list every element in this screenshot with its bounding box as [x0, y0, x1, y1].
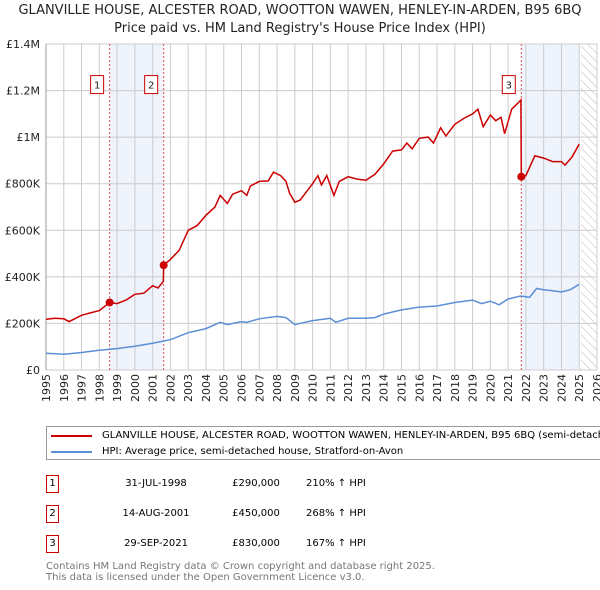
y-tick-label: £1M: [17, 131, 41, 144]
x-tick-label: 2012: [342, 374, 355, 402]
footer-copyright: Contains HM Land Registry data © Crown c…: [46, 561, 435, 572]
x-tick-label: 2013: [360, 374, 373, 402]
y-tick-label: £0: [26, 364, 40, 377]
sale-badge: 3: [46, 535, 59, 553]
legend: GLANVILLE HOUSE, ALCESTER ROAD, WOOTTON …: [46, 426, 600, 460]
sale-price: £830,000: [232, 538, 280, 549]
y-tick-label: £1.2M: [6, 85, 40, 98]
y-tick-label: £400K: [5, 271, 41, 284]
sale-price: £290,000: [232, 478, 280, 489]
sale-label: 3: [506, 81, 512, 92]
legend-swatch-red: [51, 434, 92, 437]
x-tick-label: 2009: [289, 374, 302, 402]
sale-label-box: [501, 75, 516, 95]
shaded-region: [109, 44, 164, 370]
x-tick-label: 2008: [271, 374, 284, 402]
footer-licence: This data is licensed under the Open Gov…: [46, 572, 365, 583]
sale-label: 1: [94, 81, 100, 92]
sale-hpi: 268% ↑ HPI: [306, 508, 366, 519]
sale-date: 31-JUL-1998: [125, 478, 187, 489]
sale-badge: 2: [46, 505, 59, 523]
x-tick-label: 2023: [538, 374, 551, 402]
x-tick-label: 1995: [40, 374, 53, 402]
legend-label: GLANVILLE HOUSE, ALCESTER ROAD, WOOTTON …: [102, 430, 600, 441]
sale-date: 29-SEP-2021: [124, 538, 188, 549]
x-tick-label: 2022: [520, 374, 533, 402]
x-tick-label: 2018: [449, 374, 462, 402]
y-tick-label: £1.4M: [6, 38, 40, 51]
x-tick-label: 2010: [307, 374, 320, 402]
x-tick-label: 2017: [431, 374, 444, 402]
sale-label-box: [90, 75, 105, 95]
sale-label-box: [144, 75, 159, 95]
x-tick-label: 2015: [395, 374, 408, 402]
x-tick-label: 2000: [129, 374, 142, 402]
price-paid-line: [45, 97, 580, 323]
x-tick-label: 2001: [147, 374, 160, 402]
legend-item-property: GLANVILLE HOUSE, ALCESTER ROAD, WOOTTON …: [51, 430, 600, 441]
shaded-region: [521, 44, 580, 370]
sale-point: [105, 298, 114, 307]
x-tick-label: 1996: [58, 374, 71, 402]
legend-swatch-blue: [51, 450, 92, 453]
x-tick-label: 2011: [324, 374, 337, 402]
x-tick-label: 2006: [236, 374, 249, 402]
sale-label: 2: [148, 81, 154, 92]
sale-point: [159, 261, 168, 270]
x-tick-label: 2021: [502, 374, 515, 402]
sale-date: 14-AUG-2001: [122, 508, 190, 519]
x-tick-label: 2025: [573, 374, 586, 402]
y-tick-label: £600K: [5, 224, 41, 237]
sale-point: [517, 172, 526, 181]
x-tick-label: 2026: [591, 374, 600, 402]
x-tick-label: 2007: [253, 374, 266, 402]
price-chart: 1995 1996 1997 1998 1999 2000 2001 2002 2003 2004…: [5, 38, 600, 402]
x-tick-label: 2004: [200, 374, 213, 402]
forecast-hatch: [581, 44, 597, 370]
y-tick-label: £200K: [5, 317, 41, 330]
chart-title: GLANVILLE HOUSE, ALCESTER ROAD, WOOTTON …: [18, 3, 582, 18]
x-tick-label: 2024: [555, 374, 568, 402]
x-tick-label: 2003: [182, 374, 195, 402]
chart-subtitle: Price paid vs. HM Land Registry's House …: [114, 21, 486, 36]
x-tick-label: 1999: [111, 374, 124, 402]
x-tick-label: 2020: [484, 374, 497, 402]
x-tick-label: 2019: [467, 374, 480, 402]
y-tick-label: £800K: [5, 178, 41, 191]
x-tick-label: 1998: [93, 374, 106, 402]
hpi-line: [45, 283, 580, 355]
x-tick-label: 2005: [218, 374, 231, 402]
x-tick-label: 2002: [164, 374, 177, 402]
legend-label: HPI: Average price, semi-detached house,…: [102, 446, 404, 457]
sale-badge: 1: [46, 475, 59, 493]
sale-hpi: 210% ↑ HPI: [306, 478, 366, 489]
table-row: 2 14-AUG-2001 £450,000 268% ↑ HPI: [46, 505, 446, 523]
legend-item-hpi: HPI: Average price, semi-detached house,…: [51, 446, 403, 457]
sale-hpi: 167% ↑ HPI: [306, 538, 366, 549]
x-tick-label: 2014: [378, 374, 391, 402]
x-tick-label: 1997: [76, 374, 89, 402]
table-row: 3 29-SEP-2021 £830,000 167% ↑ HPI: [46, 535, 446, 553]
sale-price: £450,000: [232, 508, 280, 519]
x-tick-label: 2016: [413, 374, 426, 402]
table-row: 1 31-JUL-1998 £290,000 210% ↑ HPI: [46, 475, 446, 493]
